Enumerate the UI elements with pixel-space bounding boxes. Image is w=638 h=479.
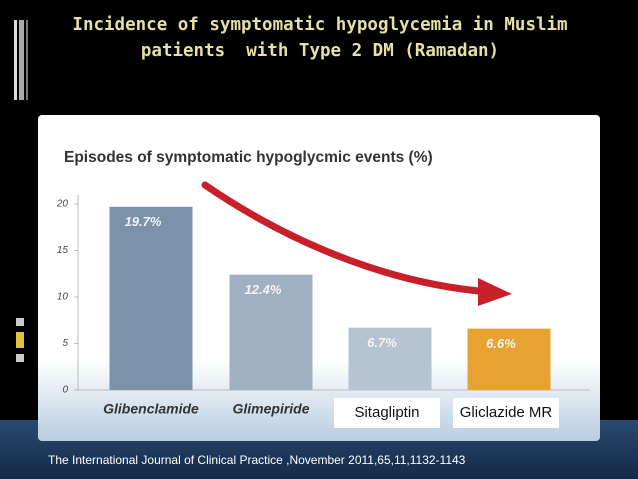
trend-arrow-head bbox=[478, 278, 512, 306]
bar bbox=[109, 206, 193, 390]
source: The International Journal of Clinical Pr… bbox=[48, 453, 466, 467]
x-tick-label: Glimepiride bbox=[232, 401, 309, 417]
trend-arrow bbox=[201, 181, 494, 296]
x-tick-label: Gliclazide MR bbox=[460, 404, 553, 421]
bar bbox=[467, 328, 551, 390]
slide-title: Incidence of symptomatic hypoglycemia in… bbox=[72, 15, 579, 61]
value-label: 6.7% bbox=[367, 335, 397, 350]
bar bbox=[348, 327, 432, 390]
x-tick-label: Sitagliptin bbox=[354, 404, 419, 421]
value-label: 19.7% bbox=[125, 214, 162, 229]
value-label: 12.4% bbox=[245, 282, 282, 297]
bar bbox=[229, 274, 313, 390]
y-tick-label: 0 bbox=[62, 385, 68, 396]
x-tick-label: Glibenclamide bbox=[103, 401, 199, 417]
label-box bbox=[453, 398, 559, 428]
y-tick-label: 15 bbox=[57, 245, 69, 256]
label-box bbox=[334, 398, 440, 428]
chart-subtitle: Episodes of symptomatic hypoglycmic even… bbox=[64, 149, 433, 166]
decoration bbox=[14, 20, 28, 362]
y-tick-label: 10 bbox=[57, 292, 69, 303]
value-label: 6.6% bbox=[486, 336, 516, 351]
y-tick-label: 20 bbox=[56, 199, 69, 210]
y-tick-label: 5 bbox=[62, 338, 68, 349]
